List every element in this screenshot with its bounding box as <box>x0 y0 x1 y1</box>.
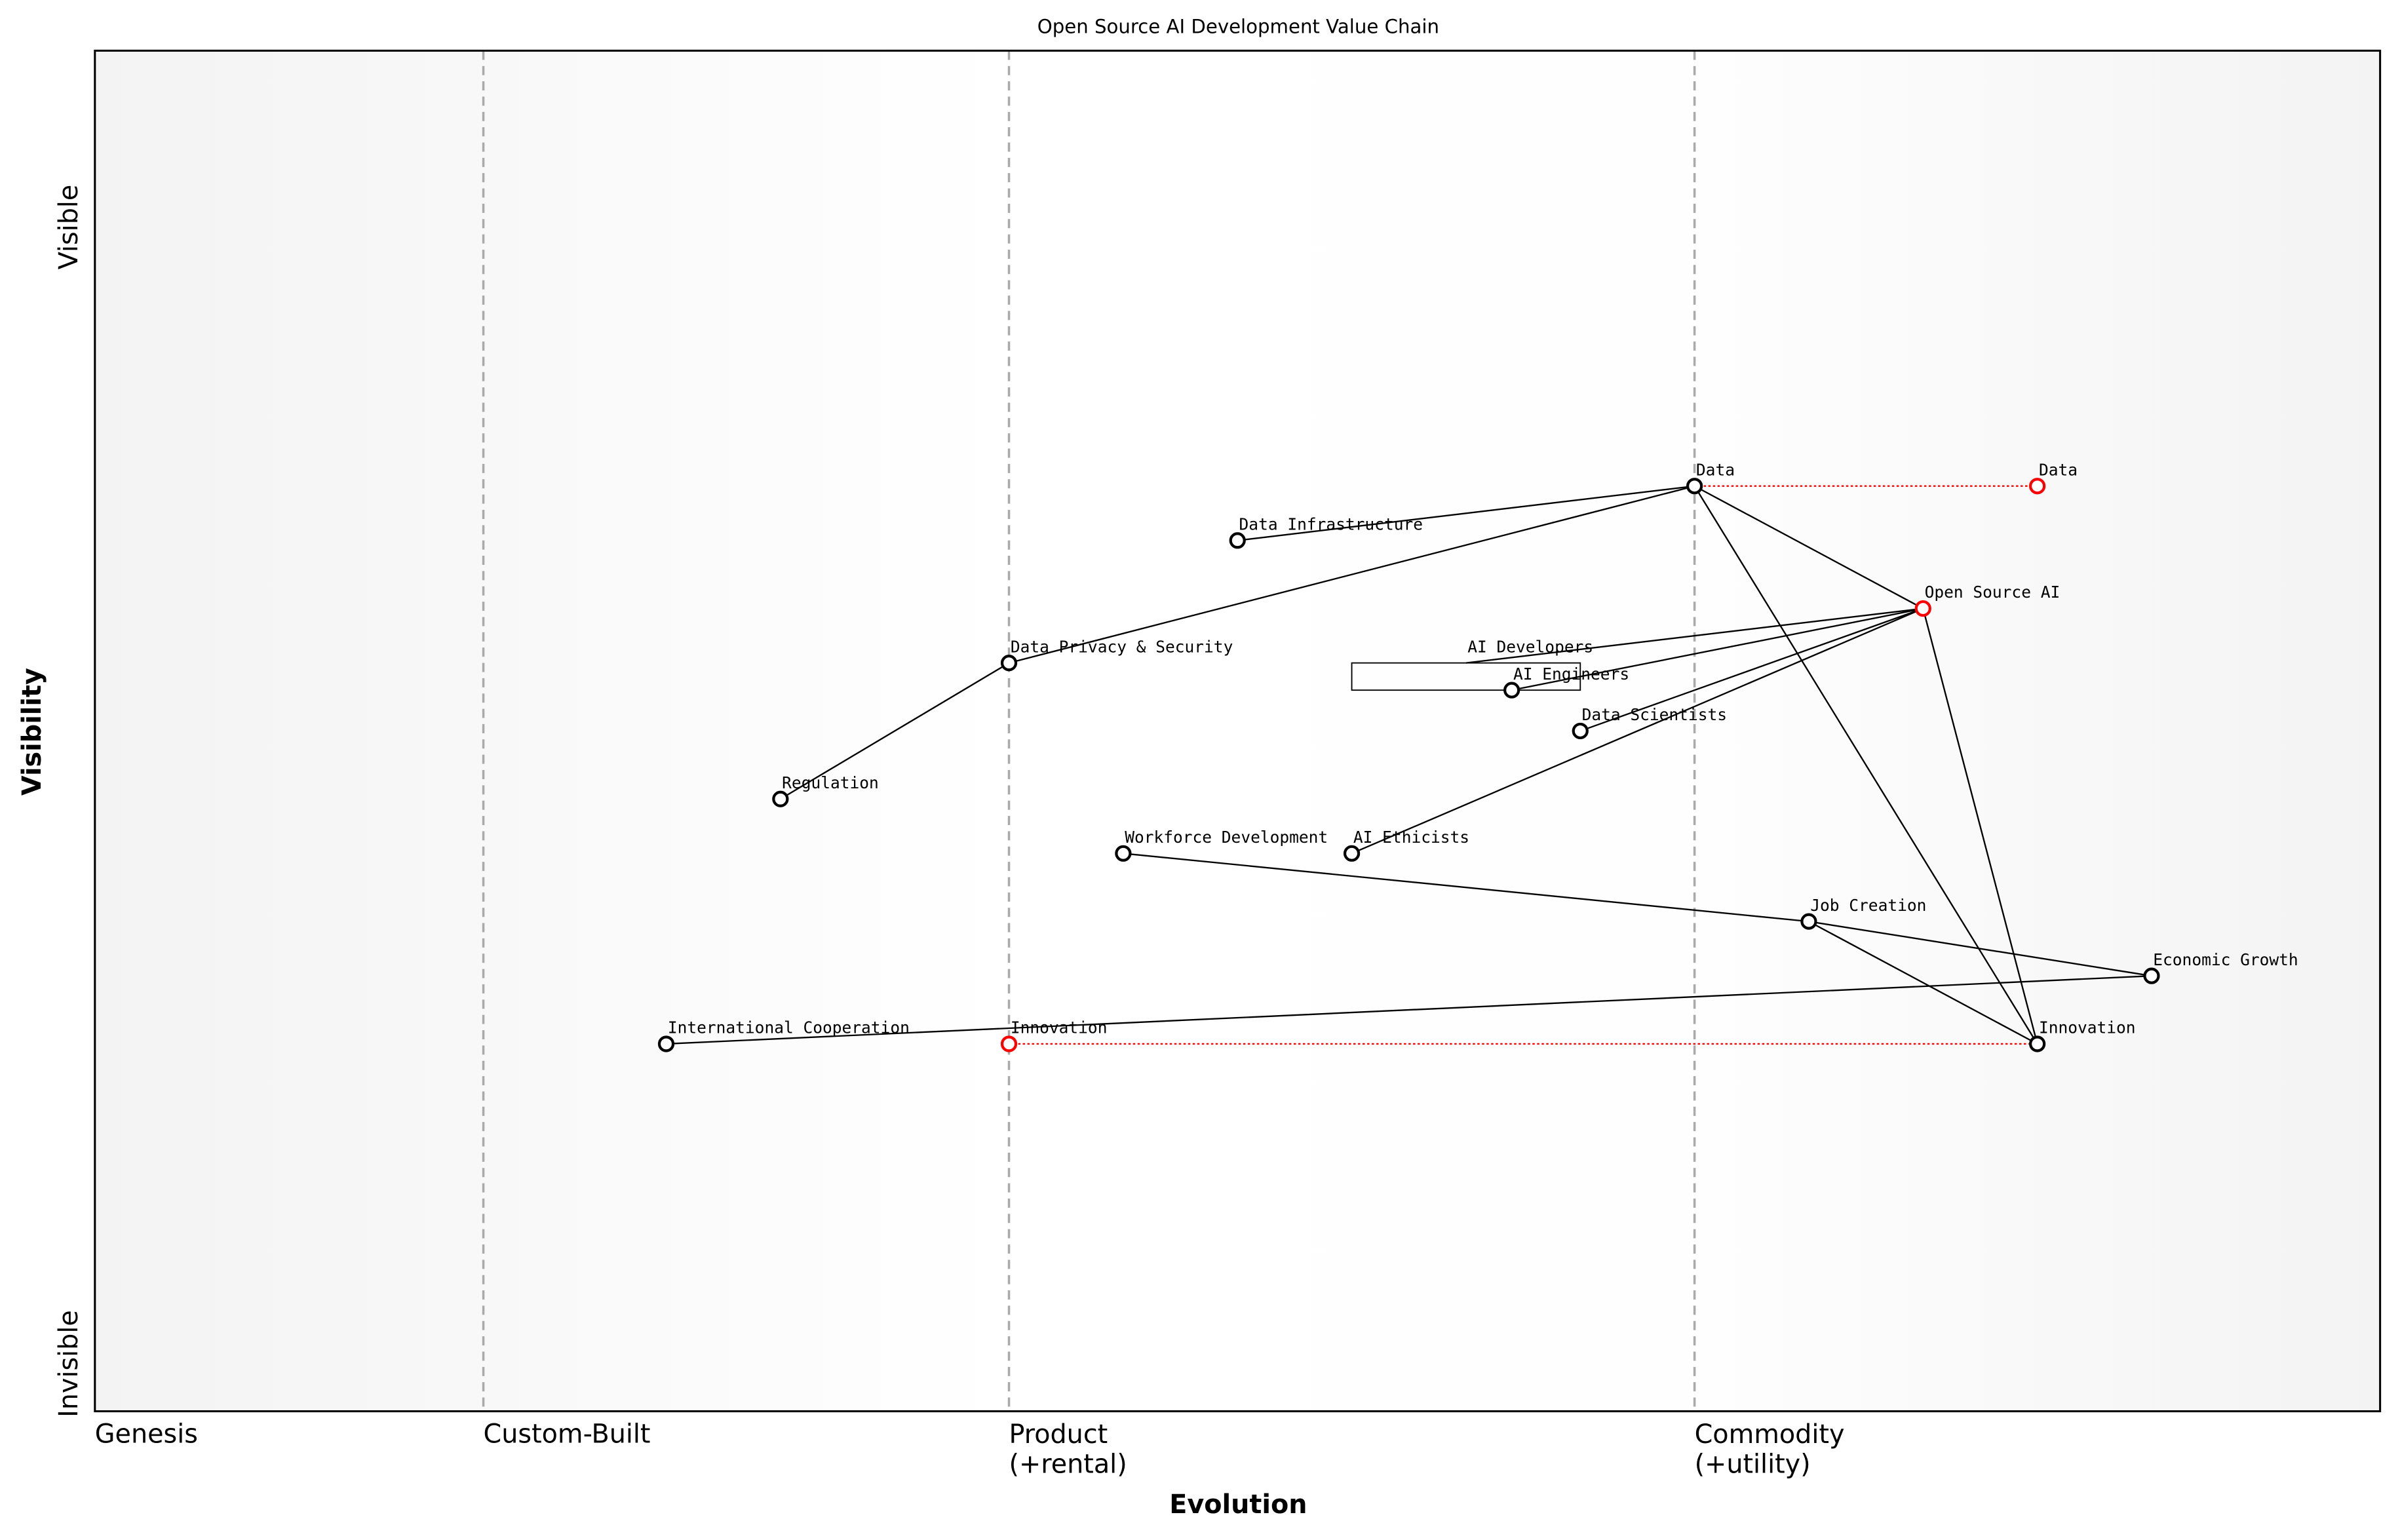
node-label: Data <box>1696 460 1735 479</box>
node-label: Economic Growth <box>2153 950 2298 969</box>
link <box>1922 608 2038 1045</box>
link <box>1465 607 1924 664</box>
link <box>1694 485 1924 609</box>
link <box>1808 920 2152 977</box>
node-label: Innovation <box>2039 1018 2136 1037</box>
node-label: Open Source AI <box>1925 583 2061 602</box>
node-label: Workforce Development <box>1125 828 1328 847</box>
node-label: AI Developers <box>1467 637 1593 656</box>
node-label: Data Scientists <box>1582 705 1727 724</box>
link <box>1694 486 2038 1045</box>
link <box>1123 853 1810 923</box>
node-label: Regulation <box>782 773 879 792</box>
node <box>1343 845 1361 862</box>
stage-label: Genesis <box>95 1419 198 1449</box>
node <box>1000 1035 1018 1052</box>
node-label: AI Ethicists <box>1353 828 1469 847</box>
stage-label: Custom-Built <box>484 1419 651 1449</box>
link <box>1009 485 1695 664</box>
link <box>666 974 2152 1045</box>
node <box>2143 967 2160 984</box>
stage-label: Product (+rental) <box>1009 1419 1127 1479</box>
node <box>657 1035 675 1052</box>
node-label: Data <box>2039 460 2078 479</box>
link <box>1511 607 1924 691</box>
node <box>1686 478 1703 495</box>
node-label: Data Privacy & Security <box>1011 637 1233 656</box>
link <box>1579 607 1924 732</box>
node <box>2029 478 2046 495</box>
link <box>1237 485 1695 541</box>
stage-label: Commodity (+utility) <box>1695 1419 1845 1479</box>
chart-title: Open Source AI Development Value Chain <box>1037 15 1439 37</box>
link <box>780 662 1010 800</box>
y-bottom-label: Invisible <box>54 1310 84 1417</box>
node-label: Innovation <box>1011 1018 1108 1037</box>
link <box>1351 607 1924 855</box>
x-axis-label: Evolution <box>1169 1490 1307 1520</box>
node <box>1503 682 1520 699</box>
node-label: Job Creation <box>1810 896 1926 915</box>
node <box>1800 913 1817 930</box>
node-label: Data Infrastructure <box>1239 514 1423 533</box>
node <box>1229 532 1246 549</box>
node <box>772 790 789 807</box>
node-label: AI Engineers <box>1513 664 1629 683</box>
map-layer: Data Data Data Infrastructure Open Source A… <box>482 50 2298 1412</box>
node <box>1000 655 1018 672</box>
node <box>2029 1035 2046 1052</box>
node <box>1914 600 1931 617</box>
y-top-label: Visible <box>54 185 84 270</box>
y-axis-label: Visibility <box>17 668 47 796</box>
node-label: International Cooperation <box>668 1018 910 1037</box>
plot-frame <box>94 49 2382 1413</box>
link <box>1808 921 2038 1045</box>
node <box>1572 722 1589 740</box>
plot-background <box>94 50 2380 1412</box>
node <box>1115 845 1132 862</box>
